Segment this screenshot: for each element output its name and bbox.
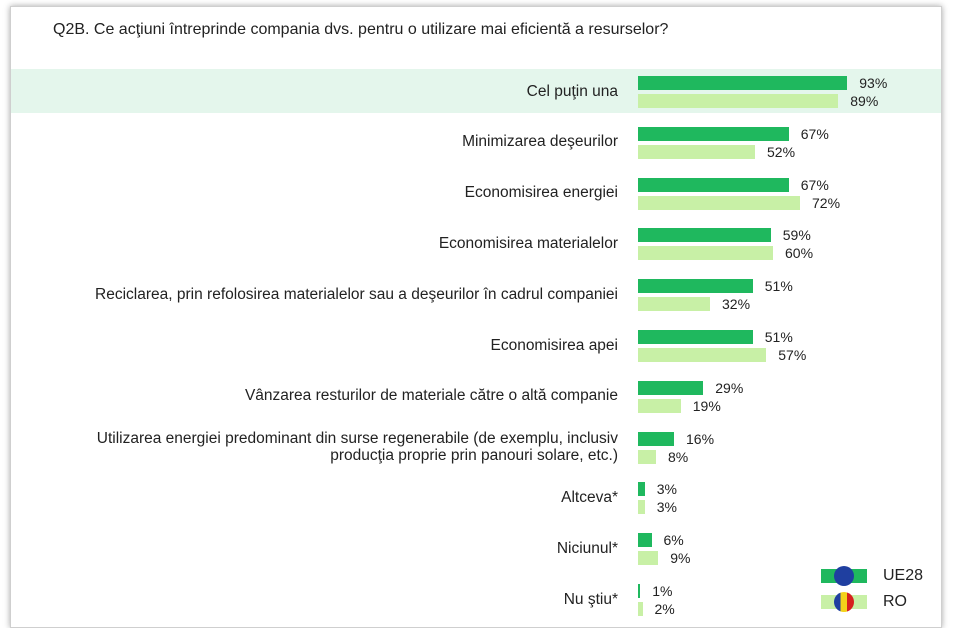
category-label: Cel puţin una	[526, 82, 618, 100]
value-label: 57%	[778, 347, 807, 363]
bar	[638, 398, 681, 413]
bar	[638, 584, 641, 598]
bar	[638, 551, 659, 566]
bar	[638, 449, 656, 464]
category-label: Vânzarea resturilor de materiale către o…	[244, 387, 618, 405]
value-label: 16%	[686, 430, 715, 447]
value-label: 67%	[800, 176, 829, 193]
value-label: 8%	[668, 448, 689, 465]
bar	[638, 348, 767, 362]
bar	[638, 279, 753, 294]
category-label: Nu ştiu*	[563, 590, 618, 608]
bar	[638, 144, 755, 159]
bar	[638, 246, 773, 261]
bar	[638, 228, 771, 243]
value-label: 3%	[656, 481, 677, 498]
bar	[638, 330, 753, 344]
category-label: Reciclarea, prin refolosirea materialelo…	[95, 285, 618, 303]
value-label: 51%	[764, 278, 793, 295]
legend-icon	[834, 592, 854, 612]
bar	[638, 76, 848, 90]
bar	[638, 195, 800, 210]
category-label: Utilizarea energiei predominant din surs…	[96, 429, 618, 464]
value-label: 67%	[800, 125, 829, 142]
bar	[638, 380, 704, 395]
legend-icon	[834, 566, 854, 586]
category-label: Economisirea energiei	[464, 184, 618, 202]
bar	[638, 431, 674, 446]
value-label: 6%	[663, 532, 684, 549]
value-label: 51%	[764, 329, 793, 345]
value-label: 52%	[767, 143, 796, 160]
legend-label: UE28	[883, 567, 924, 584]
value-label: 32%	[722, 296, 751, 313]
bar	[638, 500, 645, 515]
value-label: 89%	[850, 93, 879, 109]
bar	[638, 94, 839, 108]
category-label: Minimizarea deşeurilor	[462, 133, 618, 151]
bar	[638, 602, 643, 616]
value-label: 60%	[785, 245, 814, 262]
category-label: Economisirea materialelor	[438, 234, 618, 252]
value-label: 2%	[654, 601, 675, 617]
bar	[638, 297, 710, 312]
category-label: Economisirea apei	[490, 336, 618, 354]
chart-title: Q2B. Ce acţiuni întreprinde compania dvs…	[53, 21, 669, 38]
value-label: 1%	[652, 583, 673, 599]
value-label: 93%	[859, 75, 888, 91]
bar	[638, 482, 645, 497]
category-label: Altceva*	[561, 488, 618, 506]
bar	[638, 533, 652, 548]
value-label: 3%	[656, 499, 677, 516]
value-label: 19%	[692, 397, 721, 414]
value-label: 29%	[715, 379, 744, 396]
value-label: 59%	[782, 227, 811, 244]
chart: Q2B. Ce acţiuni întreprinde compania dvs…	[10, 6, 942, 628]
value-label: 72%	[812, 194, 841, 211]
bar	[638, 177, 789, 192]
value-label: 9%	[670, 550, 691, 567]
bar	[638, 126, 789, 141]
category-label: Niciunul*	[556, 539, 618, 557]
legend-label: RO	[883, 593, 907, 610]
